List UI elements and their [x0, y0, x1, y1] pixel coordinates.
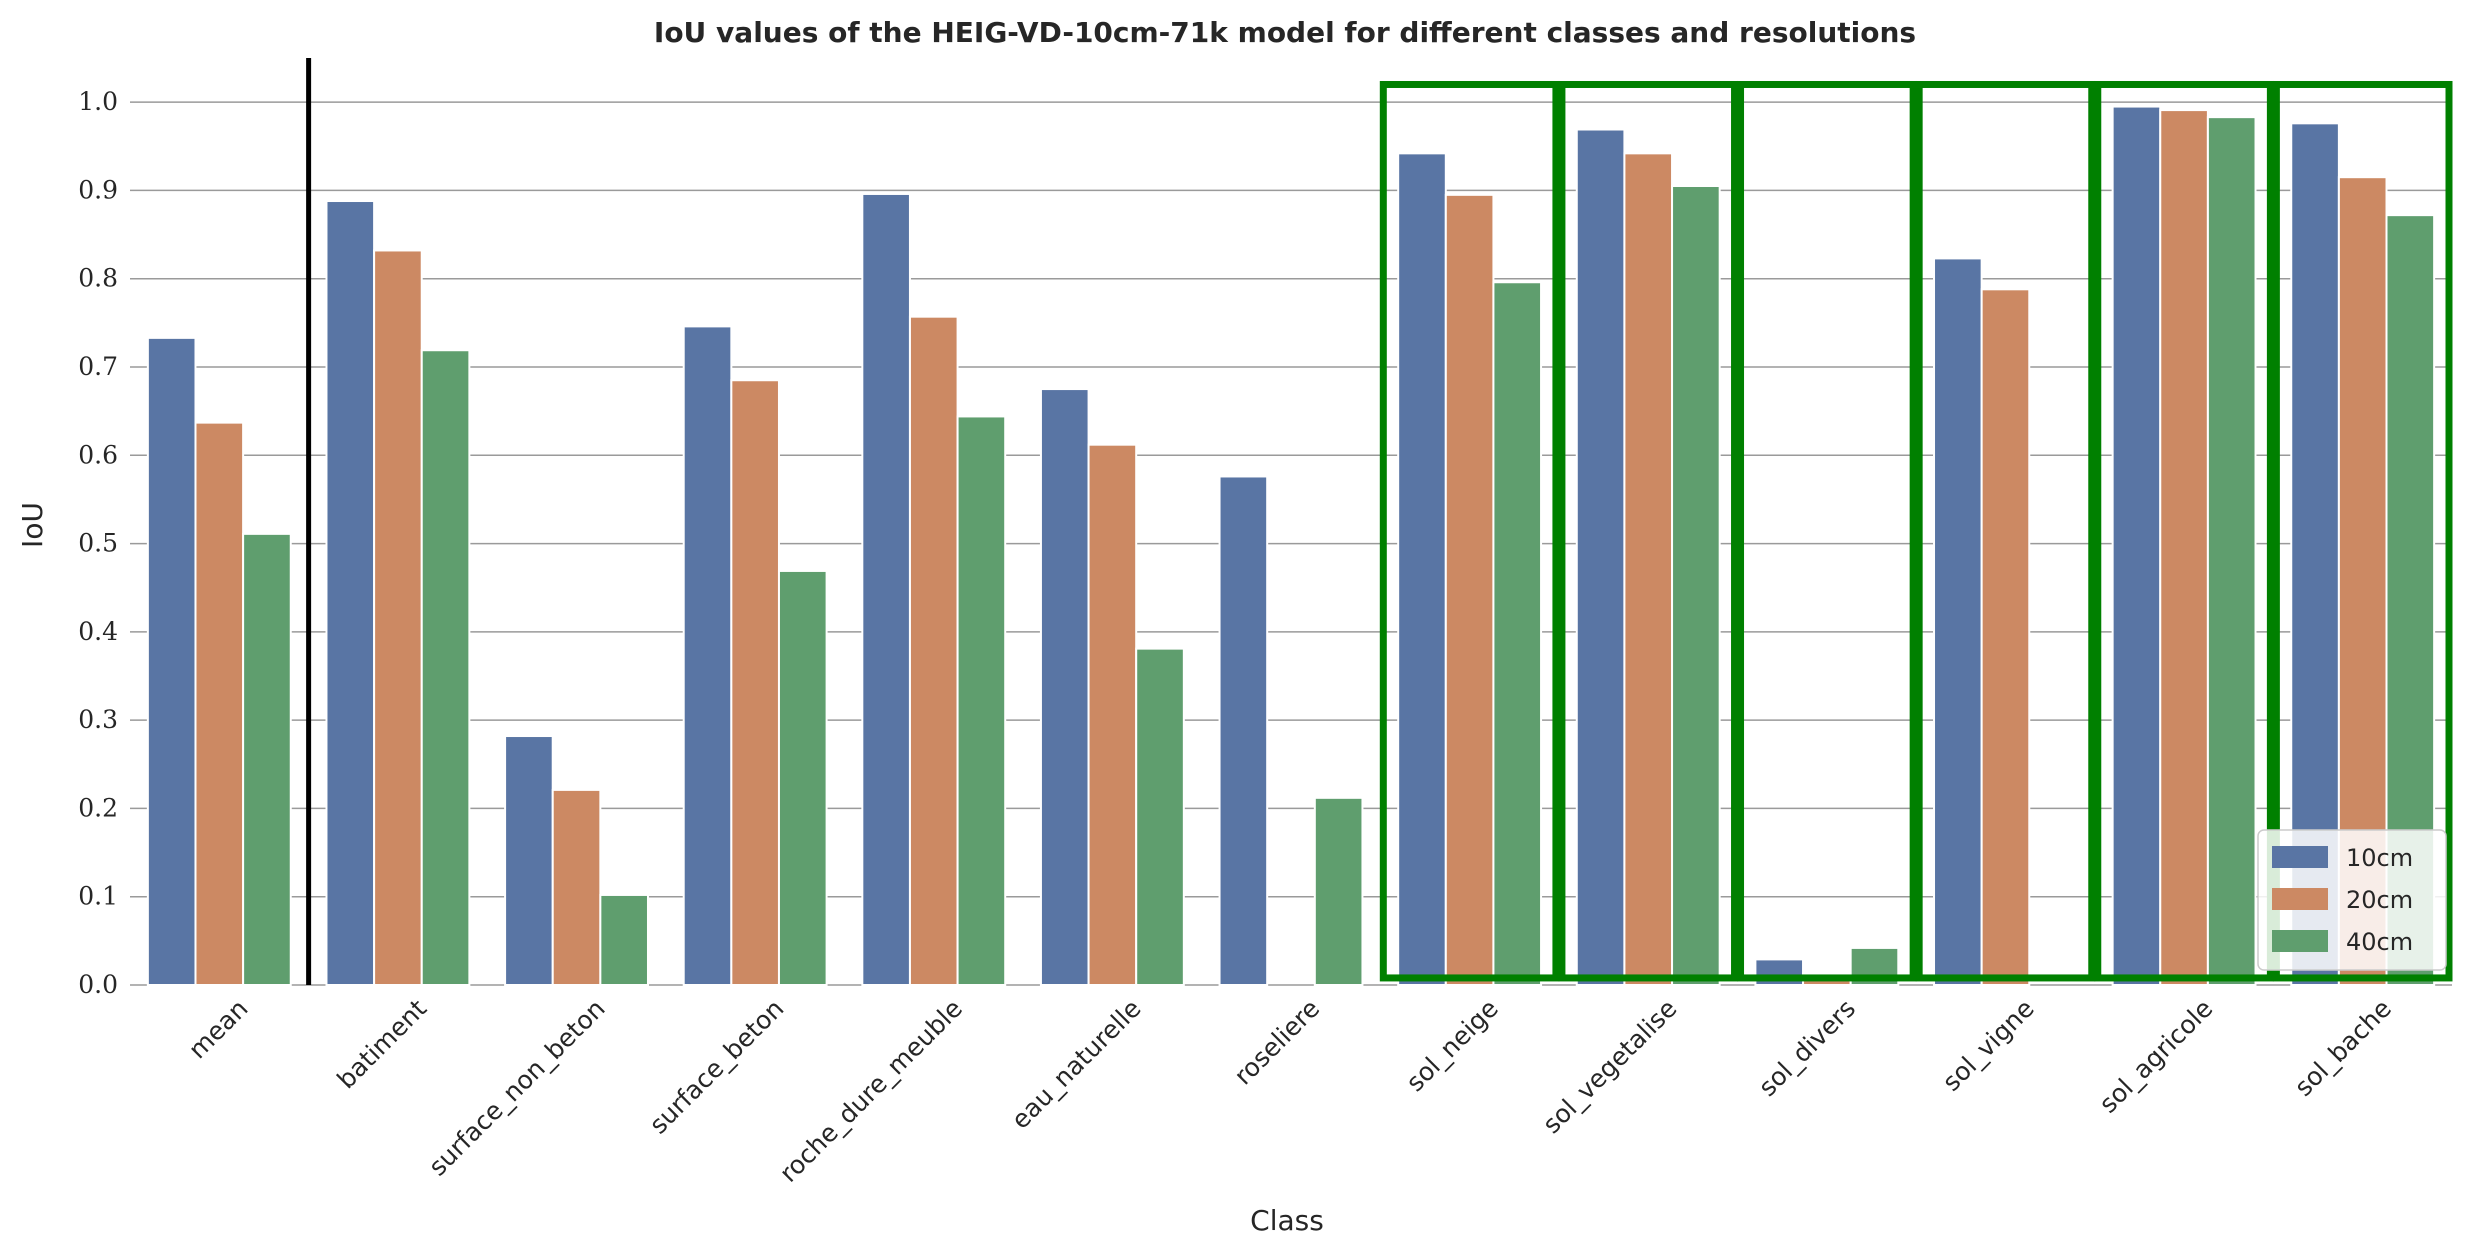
bar-sol_agricole-40cm: [2206, 116, 2257, 986]
y-tick-label-1: 0.1: [78, 882, 118, 911]
legend-label-20cm: 20cm: [2346, 886, 2413, 914]
bar-surface_non_beton-20cm: [551, 788, 602, 987]
bar-mean-20cm: [194, 421, 245, 986]
x-tick-label-sol_agricole: sol_agricole: [2094, 994, 2219, 1119]
highlight-box-sol_vegetalise: [1558, 80, 1739, 982]
y-tick-label-5: 0.5: [78, 529, 118, 558]
highlight-box-sol_agricole: [2094, 80, 2274, 982]
y-tick-label-8: 0.8: [78, 264, 118, 293]
highlight-boxes: [1379, 80, 2453, 982]
x-tick-label-roche_dure_meuble: roche_dure_meuble: [774, 994, 968, 1188]
bar-roche_dure_meuble-40cm: [956, 415, 1007, 986]
highlight-box-sol_neige: [1379, 80, 1560, 982]
bar-eau_naturelle-20cm: [1087, 443, 1138, 986]
y-tick-label-3: 0.3: [78, 705, 118, 734]
x-tick-label-sol_divers: sol_divers: [1753, 994, 1861, 1102]
bar-sol_agricole-10cm: [2111, 105, 2162, 986]
bar-surface_beton-40cm: [777, 569, 828, 986]
legend: 10cm 20cm 40cm: [2257, 829, 2447, 971]
bar-sol_neige-10cm: [1397, 152, 1447, 987]
x-tick-label-mean: mean: [183, 994, 254, 1065]
bar-surface_beton-10cm: [682, 325, 733, 986]
bar-sol_vegetalise-10cm: [1575, 128, 1626, 986]
x-tick-label-sol_vigne: sol_vigne: [1937, 994, 2040, 1097]
legend-swatch-10cm: [2272, 846, 2328, 868]
x-tick-label-sol_bache: sol_bache: [2289, 994, 2397, 1102]
y-tick-label-9: 0.9: [78, 175, 118, 204]
x-tick-label-batiment: batiment: [332, 994, 433, 1095]
y-tick-label-0: 0.0: [78, 970, 118, 999]
x-tick-label-surface_non_beton: surface_non_beton: [423, 994, 611, 1182]
bar-sol_agricole-20cm: [2159, 109, 2209, 986]
legend-swatch-20cm: [2272, 888, 2328, 910]
y-tick-label-10: 1.0: [78, 87, 118, 116]
bar-mean-40cm: [242, 532, 292, 986]
bar-sol_neige-20cm: [1444, 193, 1495, 986]
y-axis-label: IoU: [16, 502, 49, 548]
x-tick-label-sol_neige: sol_neige: [1400, 994, 1503, 1097]
bars: [146, 105, 2436, 987]
x-axis-label: Class: [1250, 1204, 1324, 1237]
bar-mean-10cm: [146, 336, 197, 986]
bar-batiment-10cm: [325, 200, 376, 986]
bar-eau_naturelle-40cm: [1135, 647, 1185, 986]
bar-batiment-40cm: [420, 349, 471, 987]
bar-batiment-20cm: [373, 249, 423, 986]
bar-roche_dure_meuble-20cm: [908, 315, 959, 986]
bar-sol_vegetalise-20cm: [1623, 152, 1674, 987]
y-tick-label-2: 0.2: [78, 793, 118, 822]
gridlines: [130, 101, 2452, 986]
bar-roche_dure_meuble-10cm: [861, 192, 911, 986]
bar-sol_vigne-20cm: [1980, 288, 2031, 986]
bar-surface_beton-20cm: [730, 379, 780, 986]
bar-roseliere-40cm: [1313, 796, 1364, 987]
bar-sol_vigne-10cm: [1933, 257, 1983, 987]
bar-eau_naturelle-10cm: [1039, 388, 1090, 986]
bar-surface_non_beton-40cm: [599, 893, 649, 987]
y-tick-label-4: 0.4: [78, 617, 118, 646]
y-tick-label-7: 0.7: [78, 352, 118, 381]
highlight-box-sol_bache: [2272, 80, 2453, 982]
chart-title: IoU values of the HEIG-VD-10cm-71k model…: [654, 16, 1916, 49]
bar-roseliere-10cm: [1218, 475, 1269, 986]
x-tick-label-sol_vegetalise: sol_vegetalise: [1537, 994, 1682, 1139]
legend-label-40cm: 40cm: [2346, 928, 2413, 956]
legend-label-10cm: 10cm: [2346, 844, 2413, 872]
bar-sol_neige-40cm: [1492, 281, 1543, 986]
highlight-box-sol_divers: [1737, 80, 1917, 982]
x-tick-label-surface_beton: surface_beton: [644, 994, 790, 1140]
highlight-box-sol_vigne: [1915, 80, 2096, 982]
bar-surface_non_beton-10cm: [504, 735, 554, 987]
x-tick-label-roseliere: roseliere: [1229, 994, 1326, 1091]
legend-swatch-40cm: [2272, 930, 2328, 952]
bar-sol_vegetalise-40cm: [1671, 185, 1721, 986]
y-tick-label-6: 0.6: [78, 440, 118, 469]
x-tick-label-eau_naturelle: eau_naturelle: [1006, 994, 1147, 1135]
y-axis-ticks: 0.0 0.1 0.2 0.3 0.4 0.5 0.6 0.7 0.8 0.9 1.0: [78, 87, 118, 999]
